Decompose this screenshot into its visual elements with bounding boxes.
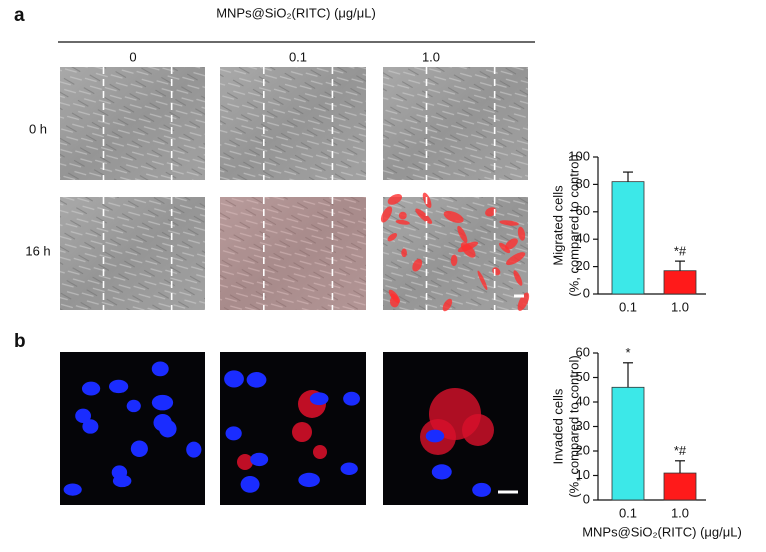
column-label: 0.1 bbox=[289, 49, 307, 64]
nucleus bbox=[63, 483, 82, 496]
y-axis-label: (%, compared to control) bbox=[566, 154, 581, 296]
y-tick-label: 60 bbox=[576, 344, 590, 359]
fluorescence bbox=[60, 352, 205, 505]
nucleus bbox=[225, 426, 242, 441]
bar bbox=[611, 386, 645, 501]
nucleus bbox=[343, 391, 360, 406]
bar bbox=[611, 181, 645, 295]
red-cell bbox=[517, 226, 526, 241]
nucleus bbox=[108, 379, 129, 394]
header: MNPs@SiO₂(RITC) (μg/μL) bbox=[216, 5, 376, 20]
red-cell bbox=[415, 208, 433, 224]
nucleus bbox=[151, 361, 169, 377]
micrograph-texture bbox=[383, 67, 528, 180]
x-tick-label: 0.1 bbox=[619, 299, 637, 314]
nucleus bbox=[186, 441, 202, 458]
y-tick-label: 100 bbox=[568, 148, 590, 163]
y-tick-label: 50 bbox=[576, 369, 590, 384]
red-cell bbox=[499, 220, 519, 226]
nucleus bbox=[472, 482, 492, 497]
micrograph-texture bbox=[220, 197, 366, 310]
red-cell bbox=[387, 193, 403, 205]
red-cell bbox=[477, 270, 488, 291]
red-cell bbox=[313, 445, 327, 459]
y-tick-label: 0 bbox=[583, 285, 590, 300]
red-cell bbox=[462, 414, 494, 446]
row-label: 16 h bbox=[25, 243, 50, 258]
x-axis-label: MNPs@SiO₂(RITC) (μg/μL) bbox=[582, 524, 742, 539]
tint bbox=[220, 197, 366, 310]
red-cell bbox=[401, 248, 407, 258]
red-cell bbox=[395, 219, 410, 225]
red-cell bbox=[450, 254, 458, 267]
nucleus bbox=[126, 399, 141, 413]
y-tick-label: 10 bbox=[576, 467, 590, 482]
panel-label: b bbox=[14, 331, 26, 352]
y-tick-label: 40 bbox=[576, 231, 590, 246]
red-cell bbox=[398, 211, 407, 220]
micrographs bbox=[60, 67, 530, 505]
nucleus bbox=[75, 408, 91, 424]
nucleus bbox=[425, 429, 445, 443]
y-tick-label: 40 bbox=[576, 393, 590, 408]
nucleus bbox=[82, 419, 99, 434]
red-cell bbox=[505, 238, 518, 250]
y-axis-label: Migrated cells bbox=[550, 185, 565, 266]
nucleus bbox=[298, 472, 320, 488]
y-tick-label: 0 bbox=[583, 491, 590, 506]
red-cell bbox=[513, 270, 523, 286]
red-cell bbox=[380, 206, 393, 223]
column-label: 0 bbox=[129, 49, 136, 64]
nucleus bbox=[340, 462, 358, 476]
red-cell bbox=[412, 258, 423, 272]
red-cell bbox=[443, 210, 464, 223]
red-cell bbox=[517, 292, 530, 311]
y-tick-label: 20 bbox=[576, 442, 590, 457]
nucleus bbox=[81, 381, 101, 396]
y-axis-label: (%, compared to control) bbox=[566, 355, 581, 497]
y-tick-label: 80 bbox=[576, 176, 590, 191]
red-cell bbox=[390, 293, 399, 300]
annotation: *# bbox=[674, 443, 687, 458]
micrograph-texture bbox=[220, 67, 366, 180]
row-label: 0 h bbox=[29, 121, 47, 136]
red-cell bbox=[292, 422, 312, 442]
micrograph-texture bbox=[60, 67, 205, 180]
nucleus bbox=[153, 413, 172, 432]
x-tick-label: 0.1 bbox=[619, 505, 637, 520]
column-label: 1.0 bbox=[422, 49, 440, 64]
annotation: * bbox=[625, 345, 630, 360]
y-axis-label: Invaded cells bbox=[550, 388, 565, 464]
nucleus bbox=[309, 392, 329, 406]
panel-label: a bbox=[14, 5, 25, 26]
red-cell bbox=[499, 242, 511, 254]
nucleus bbox=[151, 394, 174, 411]
nucleus bbox=[246, 372, 267, 388]
nucleus bbox=[130, 440, 148, 458]
red-cell bbox=[460, 242, 476, 258]
red-cell bbox=[485, 207, 497, 217]
y-tick-label: 60 bbox=[576, 203, 590, 218]
nucleus bbox=[431, 464, 452, 480]
red-cell bbox=[506, 252, 526, 266]
nucleus bbox=[224, 370, 244, 388]
red-cell bbox=[457, 225, 468, 243]
nucleus bbox=[112, 474, 132, 488]
bar bbox=[663, 270, 697, 295]
red-cell bbox=[442, 298, 453, 312]
x-tick-label: 1.0 bbox=[671, 505, 689, 520]
x-tick-label: 1.0 bbox=[671, 299, 689, 314]
micrograph-texture bbox=[60, 197, 205, 310]
nucleus bbox=[240, 476, 260, 493]
y-tick-label: 30 bbox=[576, 418, 590, 433]
red-cell bbox=[387, 233, 398, 242]
nucleus bbox=[250, 452, 269, 467]
red-cell bbox=[237, 454, 253, 470]
bar bbox=[663, 472, 697, 501]
y-tick-label: 20 bbox=[576, 258, 590, 273]
annotation: *# bbox=[674, 244, 687, 259]
